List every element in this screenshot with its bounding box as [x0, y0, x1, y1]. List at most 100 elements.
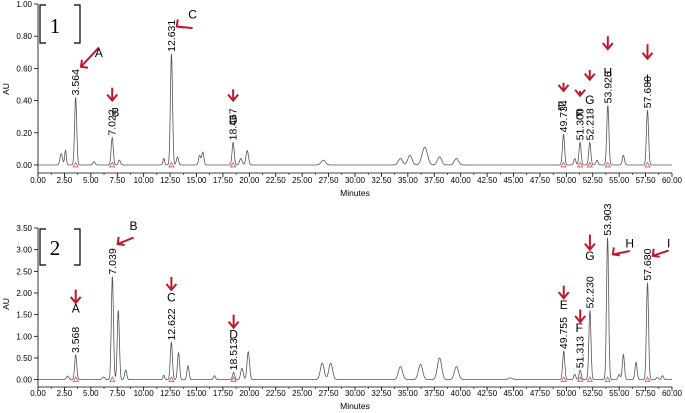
- y-tick-label: 0.00: [16, 161, 32, 170]
- peak-arrow-head: [611, 247, 620, 257]
- panel-number: 1: [50, 14, 61, 38]
- peak-arrow-head: [584, 73, 596, 82]
- y-tick-label: 2.50: [16, 267, 32, 276]
- peak-arrow-head: [574, 315, 586, 324]
- x-tick-label: 35.00: [398, 176, 419, 185]
- x-tick-label: 52.50: [583, 176, 604, 185]
- peak-letter: E: [560, 298, 568, 312]
- peak-rt-label: 51.300: [575, 108, 587, 140]
- x-tick-label: 60.00: [662, 176, 683, 185]
- peak-rt-label: 53.903: [602, 203, 614, 235]
- x-tick-label: 45.00: [503, 176, 524, 185]
- y-tick-label: 1.00: [16, 332, 32, 341]
- peak-letter: F: [575, 107, 582, 121]
- x-tick-label: 20.00: [239, 176, 260, 185]
- x-tick-label: 5.00: [83, 389, 99, 398]
- x-tick-label: 42.50: [477, 389, 498, 398]
- peak-letter: C: [188, 7, 197, 21]
- x-tick-label: 30.00: [345, 176, 366, 185]
- peak-rt-label: 7.039: [107, 248, 119, 274]
- y-tick-label: 3.00: [16, 246, 32, 255]
- peak-C: 12.631 C: [166, 7, 197, 51]
- integration-marker: [644, 161, 651, 168]
- integration-marker: [72, 376, 79, 383]
- x-tick-label: 32.50: [371, 389, 392, 398]
- x-tick-label: 15.00: [186, 176, 207, 185]
- panel-bracket-right: [74, 4, 81, 44]
- y-tick-label: 1.50: [16, 311, 32, 320]
- integration-marker: [586, 161, 593, 168]
- integration-marker: [109, 161, 116, 168]
- peak-letter: F: [575, 321, 582, 335]
- panel-number: 2: [50, 236, 61, 260]
- peak-letter: A: [72, 301, 80, 315]
- x-tick-label: 55.00: [609, 389, 630, 398]
- y-tick-label: 1.00: [16, 0, 32, 9]
- y-tick-label: 0.00: [16, 376, 32, 385]
- integration-marker: [229, 161, 237, 168]
- peak-rt-label: 49.734: [558, 100, 570, 132]
- peak-A: 3.568 A: [69, 289, 82, 353]
- integration-marker: [577, 376, 584, 383]
- x-axis-title: Minutes: [340, 401, 370, 411]
- peak-letter: G: [585, 249, 594, 263]
- peak-arrow-head: [116, 236, 125, 247]
- x-tick-label: 50.00: [556, 176, 577, 185]
- y-tick-label: 0.20: [16, 129, 32, 138]
- x-axis-title: Minutes: [340, 188, 370, 198]
- x-tick-label: 22.50: [266, 389, 287, 398]
- y-tick-label: 0.40: [16, 97, 32, 106]
- x-tick-label: 2.50: [57, 389, 73, 398]
- peak-G: 52.230 G: [584, 234, 596, 308]
- y-tick-label: 0.50: [16, 354, 32, 363]
- x-tick-label: 25.00: [292, 389, 313, 398]
- peak-letter: B: [111, 106, 119, 120]
- x-tick-label: 60.00: [662, 389, 683, 398]
- peak-H: 53.903 H: [602, 203, 634, 257]
- peak-arrow-head: [584, 243, 596, 252]
- peak-letter: H: [625, 236, 634, 250]
- peak-rt-label: 12.631: [166, 20, 178, 52]
- chart-panel-2: 0.00 2.50 5.00 7.50 10.00 12.50 15.00 17.50 20.0…: [1, 203, 683, 411]
- peak-letter: G: [585, 93, 594, 107]
- x-tick-label: 12.50: [160, 389, 181, 398]
- x-tick-label: 57.50: [636, 389, 657, 398]
- peak-rt-label: 51.313: [575, 336, 587, 368]
- x-tick-label: 35.00: [398, 389, 419, 398]
- panel-bracket-left: [39, 4, 46, 44]
- peak-rt-label: 53.926: [602, 71, 614, 103]
- x-tick-label: 22.50: [266, 176, 287, 185]
- panel-bracket-left: [39, 228, 46, 266]
- integration-marker: [586, 376, 594, 383]
- peak-rt-label: 12.622: [166, 308, 178, 340]
- x-tick-label: 2.50: [57, 176, 73, 185]
- chart-panel-1: 0.00 2.50 5.00 7.50 10.00 12.50 15.00 17.50 20.0…: [1, 0, 683, 198]
- y-tick-label: 2.00: [16, 289, 32, 298]
- peak-rt-label: 57.680: [642, 76, 654, 108]
- x-tick-label: 47.50: [530, 389, 551, 398]
- peak-B: 7.039 B: [107, 219, 138, 274]
- integration-marker: [644, 376, 651, 383]
- y-axis-title: AU: [1, 298, 11, 310]
- y-tick-label: 0.80: [16, 32, 32, 41]
- x-tick-label: 10.00: [134, 176, 155, 185]
- chromatogram-trace: [38, 54, 672, 166]
- peak-letter: C: [167, 291, 176, 305]
- x-tick-label: 47.50: [530, 176, 551, 185]
- y-tick-label: 0.60: [16, 64, 32, 73]
- peak-E: 49.755 E: [557, 285, 570, 349]
- peak-arrow-head: [574, 89, 586, 98]
- peak-arrow-shaft: [117, 236, 134, 245]
- integration-marker: [72, 161, 79, 168]
- y-axis-title: AU: [1, 83, 11, 95]
- peak-rt-label: 3.564: [70, 69, 82, 95]
- peak-C: 12.622 C: [165, 276, 178, 340]
- peak-arrow-head: [651, 248, 660, 258]
- x-tick-label: 52.50: [583, 389, 604, 398]
- integration-marker: [230, 376, 237, 383]
- x-tick-label: 17.50: [213, 176, 234, 185]
